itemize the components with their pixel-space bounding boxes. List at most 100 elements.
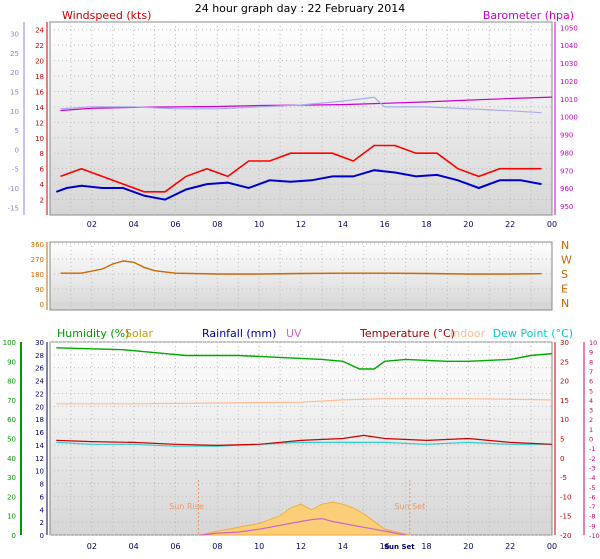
legend-temperature: Temperature (°C) xyxy=(359,327,455,340)
p3-series-line xyxy=(56,398,553,405)
dewpoint-tick-label: -8 xyxy=(589,513,595,521)
temperature-tick-label: -20 xyxy=(560,532,571,540)
far-left-tick-label: 5 xyxy=(15,127,19,135)
dewpoint-tick-label: -7 xyxy=(589,503,595,511)
dewpoint-tick-label: -1 xyxy=(589,445,595,453)
p3-x-tick-label: Sun Set xyxy=(384,543,415,551)
windspeed-tick-label: 22 xyxy=(35,42,44,50)
barometer-tick-label: 1040 xyxy=(560,42,578,50)
barometer-tick-label: 980 xyxy=(560,149,573,157)
dewpoint-tick-label: 9 xyxy=(589,349,593,357)
rainfall-tick-label: 2 xyxy=(40,519,44,527)
windspeed-tick-label: 18 xyxy=(35,73,44,81)
wind-barometer-panel xyxy=(49,21,553,216)
windspeed-tick-label: 24 xyxy=(35,27,44,35)
rainfall-tick-label: 18 xyxy=(35,416,44,424)
compass-label: W xyxy=(561,254,572,267)
dewpoint-tick-label: 5 xyxy=(589,387,593,395)
far-left-tick-label: -5 xyxy=(12,166,19,174)
direction-tick-label: 90 xyxy=(35,286,44,294)
dewpoint-tick-label: 10 xyxy=(589,339,597,347)
temperature-tick-label: 25 xyxy=(560,358,569,366)
temperature-tick-label: 0 xyxy=(560,455,564,463)
dewpoint-tick-label: -5 xyxy=(589,484,595,492)
barometer-tick-label: 1020 xyxy=(560,78,578,86)
compass-label: E xyxy=(561,283,568,296)
temperature-tick-label: 10 xyxy=(560,416,569,424)
rainfall-tick-label: 0 xyxy=(40,532,44,540)
wind-direction-panel xyxy=(49,241,553,311)
rainfall-tick-label: 8 xyxy=(40,481,44,489)
humidity-tick-label: 0 xyxy=(12,532,16,540)
sun-rise-label: Sun Rise xyxy=(169,502,204,511)
p3-x-tick-label: 08 xyxy=(212,542,222,551)
barometer-tick-label: 970 xyxy=(560,167,573,175)
barometer-tick-label: 1050 xyxy=(560,24,578,32)
legend-humidity: Humidity (%) xyxy=(57,327,129,340)
p1-x-tick-label: 06 xyxy=(170,220,180,229)
wind-barometer-axes: 24681012141618202224-15-10-5051015202530… xyxy=(8,22,578,229)
chart-title: 24 hour graph day : 22 February 2014 xyxy=(195,2,406,15)
humidity-tick-label: 70 xyxy=(7,397,16,405)
p1-x-tick-label: 02 xyxy=(87,220,97,229)
humidity-tick-label: 80 xyxy=(7,378,16,386)
dewpoint-tick-label: -4 xyxy=(589,474,595,482)
humidity-temperature-axes: 0246810121416182022242628300102030405060… xyxy=(3,339,600,551)
p1-x-tick-label: 12 xyxy=(296,220,306,229)
p3-x-tick-label: 22 xyxy=(505,542,515,551)
far-left-tick-label: -10 xyxy=(8,185,19,193)
rainfall-tick-label: 12 xyxy=(35,455,44,463)
p1-x-tick-label: 16 xyxy=(380,220,390,229)
direction-tick-label: 180 xyxy=(31,271,44,279)
p1-x-tick-label: 00 xyxy=(547,220,557,229)
rainfall-tick-label: 30 xyxy=(35,339,44,347)
dewpoint-tick-label: -9 xyxy=(589,522,595,530)
legend-indoor: Indoor xyxy=(450,327,486,340)
p2-background xyxy=(49,241,553,311)
temperature-tick-label: -5 xyxy=(560,474,567,482)
dewpoint-tick-label: -2 xyxy=(589,455,595,463)
p1-x-tick-label: 18 xyxy=(421,220,431,229)
rainfall-tick-label: 22 xyxy=(35,390,44,398)
p3-x-tick-label: 14 xyxy=(338,542,348,551)
p1-x-tick-label: 04 xyxy=(129,220,139,229)
far-left-tick-label: -15 xyxy=(8,204,19,212)
windspeed-tick-label: 12 xyxy=(35,119,44,127)
barometer-tick-label: 950 xyxy=(560,203,573,211)
direction-tick-label: 360 xyxy=(31,241,44,249)
humidity-tick-label: 50 xyxy=(7,436,16,444)
legend-dewpoint: Dew Point (°C) xyxy=(493,327,573,340)
rainfall-tick-label: 10 xyxy=(35,468,44,476)
solar-area xyxy=(200,501,410,536)
windspeed-tick-label: 20 xyxy=(35,58,44,66)
windspeed-tick-label: 14 xyxy=(35,104,44,112)
windspeed-tick-label: 16 xyxy=(35,88,44,96)
rainfall-tick-label: 28 xyxy=(35,352,44,360)
temperature-tick-label: 15 xyxy=(560,397,569,405)
compass-label: S xyxy=(561,268,568,281)
p1-series-line xyxy=(60,96,542,114)
sun-set-label: Sun Set xyxy=(394,502,425,511)
windspeed-tick-label: 4 xyxy=(40,181,45,189)
windspeed-tick-label: 8 xyxy=(40,150,44,158)
windspeed-tick-label: 10 xyxy=(35,135,44,143)
p3-x-tick-label: 00 xyxy=(547,542,557,551)
p3-x-tick-label: 02 xyxy=(87,542,97,551)
dewpoint-tick-label: 7 xyxy=(589,368,593,376)
p3-series-line xyxy=(200,517,406,536)
rainfall-tick-label: 4 xyxy=(40,506,45,514)
humidity-temperature-series: Sun Rise Sun Set xyxy=(56,347,553,536)
barometer-tick-label: 1000 xyxy=(560,114,578,122)
humidity-tick-label: 20 xyxy=(7,493,16,501)
direction-tick-label: 270 xyxy=(31,256,44,264)
far-left-tick-label: 30 xyxy=(10,31,19,39)
p3-x-tick-label: 06 xyxy=(170,542,180,551)
p1-series-line xyxy=(60,144,542,193)
humidity-tick-label: 40 xyxy=(7,455,16,463)
p3-x-tick-label: 16 xyxy=(380,542,390,551)
p3-x-tick-label: 10 xyxy=(254,542,264,551)
humidity-tick-label: 100 xyxy=(3,339,16,347)
far-left-tick-label: 25 xyxy=(10,50,19,58)
barometer-tick-label: 1030 xyxy=(560,60,578,68)
